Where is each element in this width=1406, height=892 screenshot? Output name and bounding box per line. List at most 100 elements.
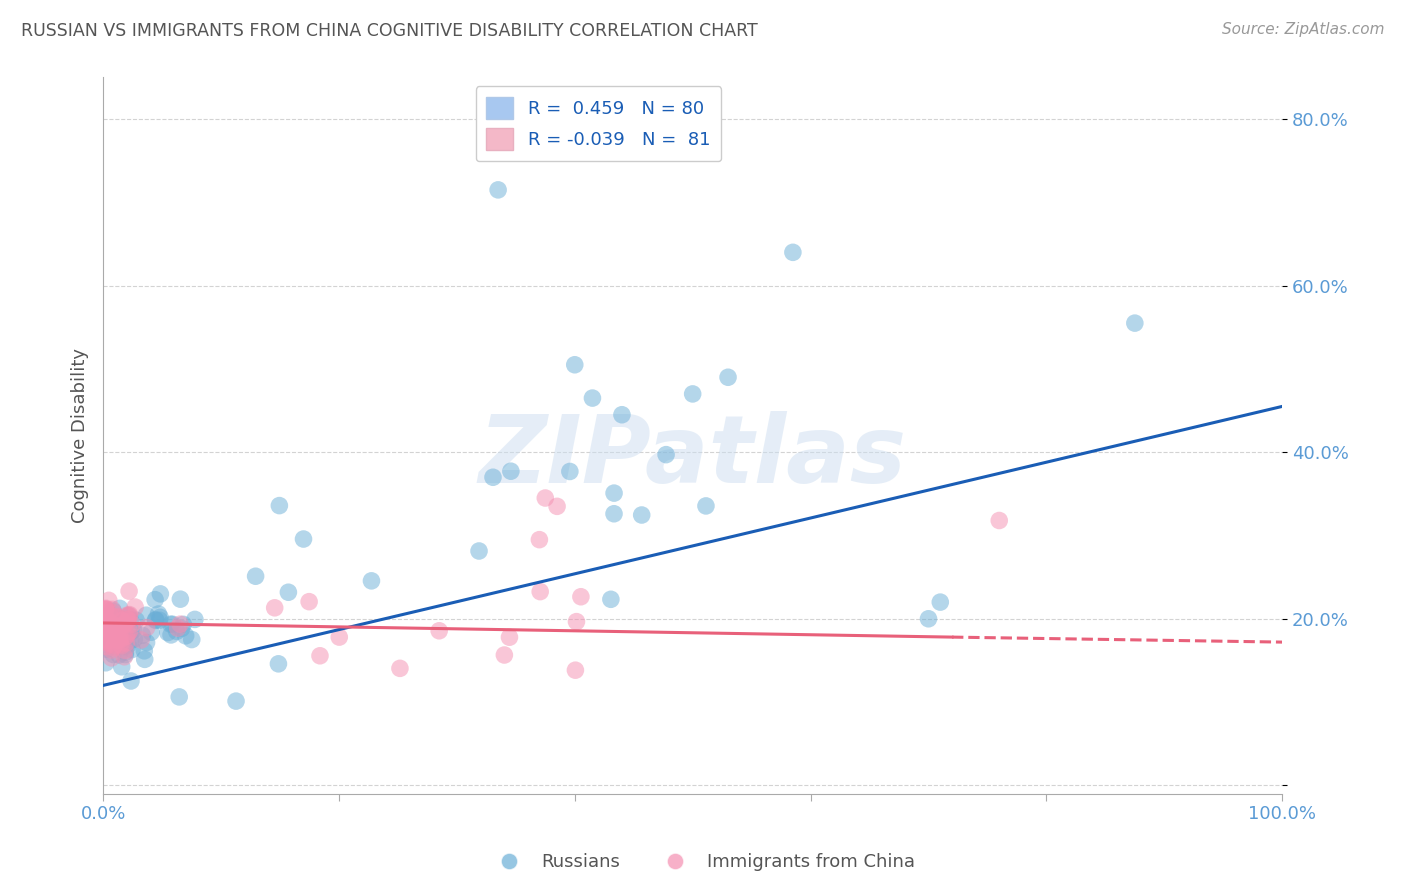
Point <box>94 619 117 633</box>
Point <box>114 643 136 657</box>
Point <box>162 617 184 632</box>
Point <box>97 614 120 628</box>
Point <box>112 619 135 633</box>
Point <box>118 624 141 639</box>
Point <box>134 644 156 658</box>
Point <box>929 595 952 609</box>
Point <box>156 625 179 640</box>
Y-axis label: Cognitive Disability: Cognitive Disability <box>72 348 89 523</box>
Point <box>388 661 411 675</box>
Point <box>120 613 142 627</box>
Point <box>166 621 188 635</box>
Point <box>103 606 125 620</box>
Point <box>122 623 145 637</box>
Point <box>108 627 131 641</box>
Point <box>148 607 170 621</box>
Point <box>111 660 134 674</box>
Point <box>166 624 188 639</box>
Point <box>97 615 120 629</box>
Point <box>534 491 557 505</box>
Point <box>94 602 117 616</box>
Point <box>108 615 131 630</box>
Point <box>100 629 122 643</box>
Point <box>94 612 117 626</box>
Point <box>145 613 167 627</box>
Point <box>129 632 152 647</box>
Point <box>97 638 120 652</box>
Point <box>110 632 132 647</box>
Point <box>94 612 117 626</box>
Point <box>101 640 124 655</box>
Point <box>581 391 603 405</box>
Legend: R =  0.459   N = 80, R = -0.039   N =  81: R = 0.459 N = 80, R = -0.039 N = 81 <box>475 87 721 161</box>
Legend: Russians, Immigrants from China: Russians, Immigrants from China <box>484 847 922 879</box>
Point <box>96 642 118 657</box>
Point <box>120 673 142 688</box>
Point <box>529 533 551 547</box>
Point <box>120 633 142 648</box>
Point <box>114 645 136 659</box>
Point <box>114 630 136 644</box>
Point <box>100 651 122 665</box>
Point <box>292 532 315 546</box>
Point <box>125 613 148 627</box>
Point <box>94 656 117 670</box>
Point <box>167 690 190 704</box>
Point <box>569 590 592 604</box>
Point <box>172 617 194 632</box>
Point <box>94 616 117 631</box>
Point <box>105 609 128 624</box>
Point <box>225 694 247 708</box>
Text: Source: ZipAtlas.com: Source: ZipAtlas.com <box>1222 22 1385 37</box>
Point <box>494 648 516 662</box>
Point <box>103 617 125 632</box>
Point <box>98 607 121 622</box>
Point <box>118 608 141 623</box>
Point <box>655 448 678 462</box>
Point <box>115 608 138 623</box>
Point <box>97 593 120 607</box>
Point <box>328 630 350 644</box>
Point <box>782 245 804 260</box>
Point <box>546 500 568 514</box>
Point <box>93 619 115 633</box>
Point <box>100 637 122 651</box>
Point <box>117 638 139 652</box>
Point <box>160 628 183 642</box>
Point <box>121 617 143 632</box>
Point <box>108 627 131 641</box>
Point <box>114 628 136 642</box>
Point <box>117 615 139 629</box>
Point <box>97 624 120 638</box>
Point <box>131 628 153 642</box>
Point <box>499 464 522 478</box>
Point <box>564 663 586 677</box>
Point <box>98 634 121 648</box>
Point <box>427 624 450 638</box>
Point <box>117 613 139 627</box>
Point <box>94 640 117 654</box>
Point <box>135 621 157 635</box>
Point <box>564 358 586 372</box>
Point <box>298 595 321 609</box>
Point <box>245 569 267 583</box>
Point <box>170 622 193 636</box>
Point <box>111 613 134 627</box>
Point <box>134 652 156 666</box>
Point <box>103 604 125 618</box>
Point <box>110 637 132 651</box>
Point <box>118 608 141 623</box>
Point <box>103 639 125 653</box>
Point <box>98 624 121 638</box>
Point <box>107 633 129 648</box>
Point <box>717 370 740 384</box>
Point <box>124 600 146 615</box>
Point <box>93 624 115 639</box>
Point <box>630 508 652 522</box>
Point <box>117 613 139 627</box>
Point <box>277 585 299 599</box>
Point <box>565 615 588 629</box>
Point <box>108 648 131 662</box>
Point <box>360 574 382 588</box>
Point <box>94 602 117 616</box>
